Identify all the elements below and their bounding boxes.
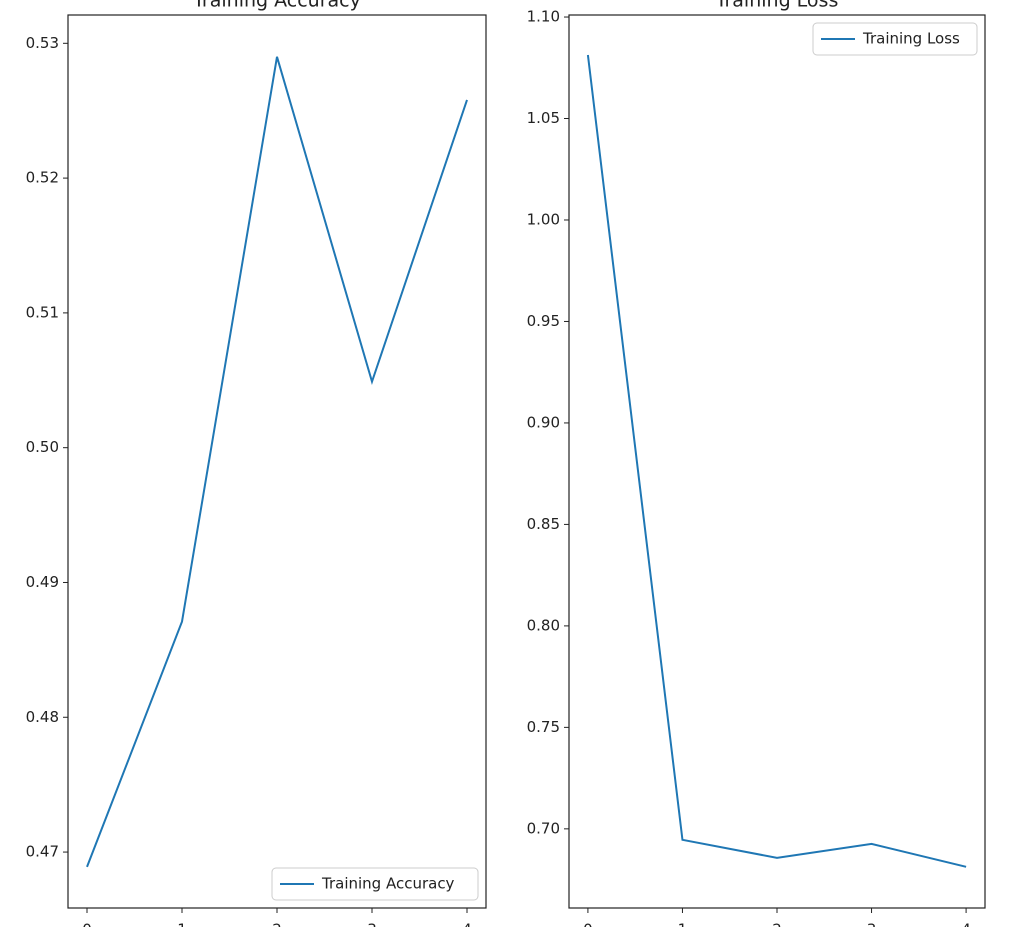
data-line: [86, 56, 468, 868]
x-tick-label: 0: [583, 921, 593, 927]
x-tick-label: 3: [867, 921, 877, 927]
x-tick-label: 3: [367, 921, 377, 927]
y-tick-label: 0.85: [527, 515, 560, 533]
legend-box: [812, 22, 978, 56]
y-tick-label: 0.51: [26, 303, 59, 321]
legend-label: Training Loss: [862, 30, 960, 48]
subplot-title: Training Accuracy: [192, 0, 361, 12]
legend-label: Training Accuracy: [321, 875, 455, 893]
subplot: Training Loss 0.70 0.75 0.80 0.85 0.90 0.95 1.0…: [527, 0, 986, 927]
y-tick-label: 1.05: [527, 109, 560, 127]
x-tick-label: 1: [177, 921, 187, 927]
y-tick-label: 0.48: [26, 708, 59, 726]
y-tick-label: 0.80: [527, 616, 560, 634]
x-tick-label: 4: [462, 921, 472, 927]
y-tick-label: 0.95: [527, 312, 560, 330]
legend: Training Loss: [812, 22, 978, 56]
y-tick-label: 0.75: [527, 718, 560, 736]
y-tick-label: 0.90: [527, 413, 560, 431]
x-tick-label: 0: [82, 921, 92, 927]
y-tick-label: 0.47: [26, 843, 59, 861]
x-tick-label: 1: [678, 921, 688, 927]
y-tick-label: 0.70: [527, 819, 560, 837]
y-tick-label: 0.52: [26, 169, 59, 187]
subplot-title: Training Loss: [715, 0, 839, 12]
legend-box: [271, 867, 479, 901]
axes-frame: [67, 14, 487, 909]
y-tick-label: 1.10: [527, 8, 560, 26]
x-tick-label: 2: [772, 921, 782, 927]
y-tick-label: 0.50: [26, 438, 59, 456]
y-tick-label: 0.49: [26, 573, 59, 591]
y-tick-label: 1.00: [527, 210, 560, 228]
x-tick-label: 2: [272, 921, 282, 927]
data-line: [586, 54, 967, 868]
x-tick-label: 4: [961, 921, 971, 927]
legend: Training Accuracy: [271, 867, 479, 901]
subplot: Training Accuracy 0.47 0.48 0.49 0.50 0.51 0.5…: [26, 0, 487, 927]
y-tick-label: 0.53: [26, 34, 59, 52]
axes-frame: [568, 14, 986, 909]
